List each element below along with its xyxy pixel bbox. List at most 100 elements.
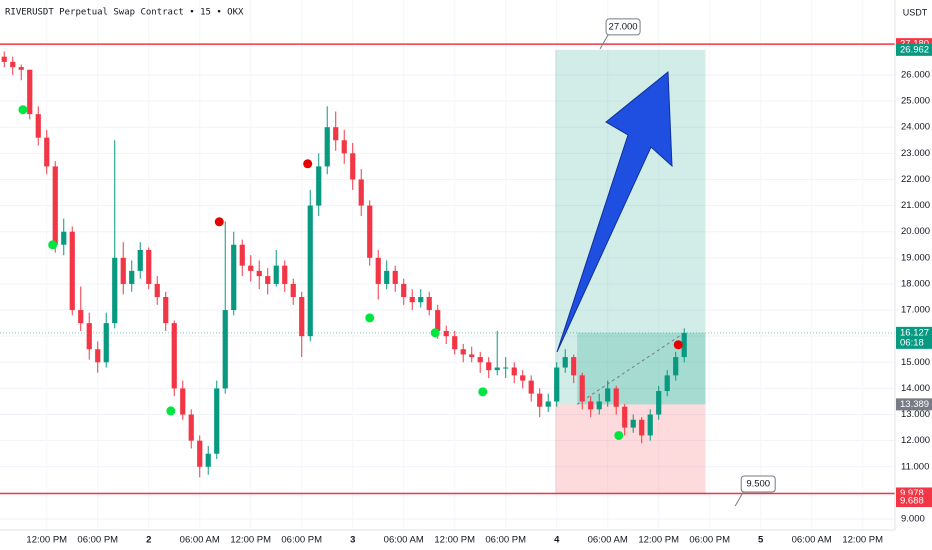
candle-body [469, 354, 475, 358]
price-label: 9.978 [900, 488, 924, 499]
y-tick-label: 9.000 [901, 514, 925, 525]
candle-body [384, 270, 390, 284]
y-tick-label: 25.000 [901, 96, 930, 107]
candle-body [409, 296, 415, 303]
candle-body [61, 231, 67, 245]
candle-body [154, 283, 160, 297]
x-tick-label: 2 [146, 535, 151, 546]
grid-layer [0, 74, 895, 520]
candle-body [418, 296, 424, 303]
candle-body [367, 205, 373, 258]
x-tick-label: 4 [554, 535, 560, 546]
x-tick-label: 06:00 AM [792, 535, 832, 546]
buy-signal [430, 328, 440, 338]
price-label: 9.688 [900, 496, 924, 507]
candle-body [231, 244, 237, 311]
candle-body [27, 69, 33, 115]
candle-layer [1, 51, 687, 478]
candle-body [205, 453, 211, 467]
alert-label: 27.000 [609, 21, 638, 32]
candle-body [222, 310, 228, 389]
price-label-box [896, 495, 932, 508]
y-tick-label: 20.000 [901, 226, 930, 237]
candle-body [460, 349, 466, 355]
candle-body [95, 349, 101, 363]
price-label: 26.962 [900, 44, 929, 55]
x-tick-label: 3 [350, 535, 355, 546]
candle-body [562, 357, 568, 368]
candle-body [528, 380, 534, 394]
candle-body [673, 357, 679, 376]
x-tick-label: 06:00 PM [689, 535, 730, 546]
candle-body [452, 336, 458, 350]
candle-body [494, 367, 500, 371]
candle-body [163, 296, 169, 324]
candle-body [1, 56, 7, 62]
candle-body [358, 179, 364, 206]
candle-body [256, 270, 262, 277]
candle-body [647, 414, 653, 436]
x-tick-label: 12:00 PM [26, 535, 67, 546]
candle-body [103, 323, 109, 363]
y-tick-label: 15.000 [901, 357, 930, 368]
y-tick-label: 23.000 [901, 148, 930, 159]
candle-body [639, 419, 645, 436]
candle-body [290, 283, 296, 297]
candle-body [265, 276, 271, 284]
alert-label: 9.500 [746, 478, 770, 489]
candle-body [681, 332, 687, 358]
buy-signal [365, 313, 375, 323]
candle-body [52, 166, 58, 245]
candle-body [341, 140, 347, 154]
x-tick-label: 06:00 AM [180, 535, 220, 546]
candle-body [664, 375, 670, 392]
candle-body [630, 419, 636, 428]
x-tick-label: 5 [758, 535, 764, 546]
candle-body [443, 330, 449, 337]
candle-body [596, 401, 602, 410]
candle-body [571, 357, 577, 376]
price-label-box [896, 43, 932, 56]
candle-body [435, 310, 441, 331]
y-tick-label: 24.000 [901, 122, 930, 133]
candle-body [69, 231, 75, 311]
overlay-layer: 27.000 9.500 [0, 18, 895, 507]
candle-body [613, 388, 619, 407]
candle-body [392, 270, 398, 284]
alert-pointer [734, 491, 744, 507]
sell-signal [214, 217, 224, 227]
y-tick-label: 19.000 [901, 252, 930, 263]
candle-body [10, 61, 16, 68]
candle-body [188, 414, 194, 441]
sell-signal [673, 340, 683, 350]
candle-body [282, 265, 288, 284]
candle-body [588, 401, 594, 410]
candle-body [239, 244, 245, 266]
y-tick-label: 18.000 [901, 278, 930, 289]
x-tick-label: 12:00 PM [434, 535, 475, 546]
candle-body [248, 265, 254, 271]
price-label: 16.127 [900, 327, 929, 338]
x-tick-label: 06:00 AM [384, 535, 424, 546]
candle-body [197, 440, 203, 467]
candle-body [537, 393, 543, 407]
alert-box [605, 18, 641, 36]
candle-body [545, 401, 551, 407]
x-tick-label: 06:00 AM [588, 535, 628, 546]
candle-body [307, 205, 313, 337]
y-tick-label: 12.000 [901, 435, 930, 446]
candle-body [579, 375, 585, 402]
x-tick-label: 06:00 PM [485, 535, 526, 546]
candle-body [171, 323, 177, 389]
candle-body [137, 249, 143, 271]
candle-body [44, 137, 50, 167]
price-label: 13.389 [900, 399, 929, 410]
arrow-annotation [556, 70, 673, 353]
candle-body [375, 257, 381, 284]
candle-body [146, 249, 152, 284]
candle-body [622, 406, 628, 428]
buy-signal [18, 105, 28, 115]
